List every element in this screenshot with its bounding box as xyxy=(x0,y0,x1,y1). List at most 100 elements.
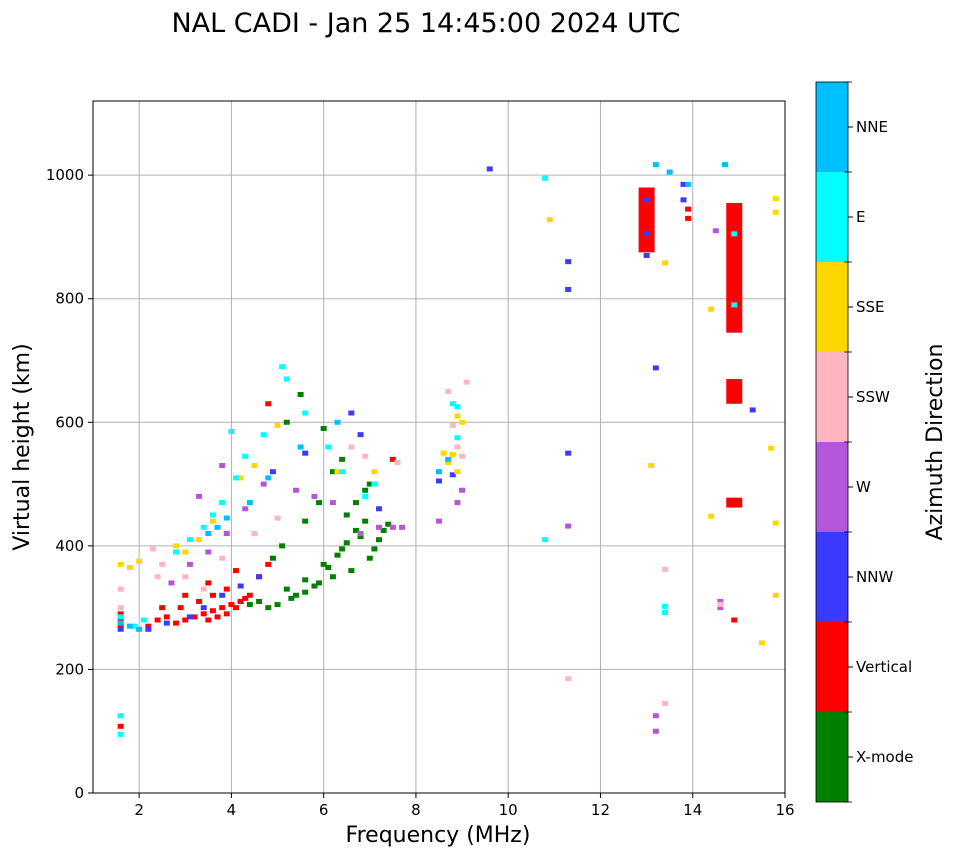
echo-point-w xyxy=(329,500,336,506)
echo-point-sse xyxy=(182,549,189,555)
echo-point-x-mode xyxy=(302,518,309,524)
echo-point-w xyxy=(168,580,175,586)
echo-point-nne xyxy=(334,419,341,425)
echo-point-e xyxy=(131,623,138,629)
echo-point-x-mode xyxy=(283,419,290,425)
echo-point-e xyxy=(362,493,369,499)
x-tick-label: 6 xyxy=(319,801,329,819)
echo-point-nnw xyxy=(680,197,687,203)
echo-point-e xyxy=(279,364,286,370)
echo-point-x-mode xyxy=(316,500,323,506)
echo-point-sse xyxy=(648,463,655,469)
echo-point-nnw xyxy=(643,197,650,203)
echo-point-vertical xyxy=(228,602,235,608)
echo-point-x-mode xyxy=(325,564,332,570)
echo-point-nnw xyxy=(749,407,756,413)
echo-point-nnw xyxy=(565,259,572,265)
echo-point-sse xyxy=(662,260,669,266)
echo-point-x-mode xyxy=(343,540,350,546)
echo-point-nnw xyxy=(163,620,170,626)
echo-point-sse xyxy=(772,196,779,202)
echo-point-vertical xyxy=(182,592,189,598)
echo-point-x-mode xyxy=(256,598,263,604)
echo-point-w xyxy=(652,728,659,734)
y-tick-label: 400 xyxy=(55,537,84,555)
echo-point-nnw xyxy=(117,626,124,632)
echo-point-x-mode xyxy=(339,456,346,462)
echo-point-vertical xyxy=(196,598,203,604)
echo-point-sse xyxy=(445,459,452,465)
echo-point-w xyxy=(311,493,318,499)
data-points xyxy=(117,162,779,737)
x-tick-label: 2 xyxy=(134,801,144,819)
y-axis-label: Virtual height (km) xyxy=(10,343,35,550)
echo-point-vertical xyxy=(163,614,170,620)
echo-point-sse xyxy=(251,463,258,469)
echo-point-ssw xyxy=(182,574,189,580)
echo-band-vertical-band xyxy=(726,379,743,404)
echo-point-w xyxy=(260,481,267,487)
echo-point-w xyxy=(219,463,226,469)
echo-point-vertical xyxy=(177,605,184,611)
echo-point-w xyxy=(399,524,406,530)
azimuth-colorbar: X-mode Vertical NNW W SSW SSE E NNE xyxy=(815,81,913,803)
echo-point-w xyxy=(389,524,396,530)
echo-point-vertical xyxy=(159,605,166,611)
plot-frame xyxy=(92,100,786,794)
echo-point-e xyxy=(454,404,461,410)
echo-point-ssw xyxy=(219,555,226,561)
echo-point-sse xyxy=(708,306,715,312)
echo-point-nne xyxy=(126,623,133,629)
echo-point-nnw xyxy=(486,166,493,172)
echo-point-ssw xyxy=(662,700,669,706)
echo-point-x-mode xyxy=(283,586,290,592)
echo-point-e xyxy=(339,469,346,475)
colorbar-segment-nnw xyxy=(816,532,848,622)
x-tick-label: 12 xyxy=(591,801,610,819)
colorbar-tick-label: NNW xyxy=(856,568,893,586)
echo-point-vertical xyxy=(233,605,240,611)
echo-point-vertical xyxy=(685,215,692,221)
echo-point-w xyxy=(717,598,724,604)
echo-point-ssw xyxy=(449,422,456,428)
echo-point-sse xyxy=(440,450,447,456)
echo-point-nne xyxy=(652,162,659,168)
echo-point-e xyxy=(200,524,207,530)
echo-point-w xyxy=(565,523,572,529)
echo-point-vertical xyxy=(237,598,244,604)
echo-point-vertical xyxy=(200,611,207,617)
echo-point-e xyxy=(233,475,240,481)
echo-point-w xyxy=(357,531,364,536)
echo-point-ssw xyxy=(348,444,355,450)
echo-point-vertical xyxy=(223,586,230,592)
echo-point-x-mode xyxy=(362,518,369,524)
echo-point-nne xyxy=(445,456,452,462)
echo-point-sse xyxy=(454,469,461,475)
echo-point-nnw xyxy=(643,231,650,237)
echo-point-vertical xyxy=(205,617,212,623)
echo-point-sse xyxy=(454,413,461,419)
x-tick-label: 4 xyxy=(227,801,237,819)
echo-point-x-mode xyxy=(371,546,378,552)
echo-point-sse xyxy=(209,518,216,524)
echo-point-nnw xyxy=(565,450,572,456)
echo-point-e xyxy=(242,453,249,459)
echo-point-ssw xyxy=(154,574,161,580)
echo-point-ssw xyxy=(200,586,207,592)
y-axis-ticks: 0 200 400 600 800 1000 xyxy=(46,166,93,802)
echo-point-x-mode xyxy=(343,512,350,518)
echo-point-ssw xyxy=(662,566,669,572)
echo-point-nne xyxy=(136,626,143,632)
echo-band-vertical-band xyxy=(726,202,743,333)
echo-point-x-mode xyxy=(334,552,341,558)
echo-point-e xyxy=(542,537,549,543)
echo-point-nnw xyxy=(357,432,364,438)
y-tick-label: 1000 xyxy=(46,166,84,184)
y-tick-label: 800 xyxy=(55,290,84,308)
echo-point-x-mode xyxy=(302,577,309,583)
echo-point-x-mode xyxy=(246,602,253,608)
echo-point-ssw xyxy=(459,453,466,459)
echo-point-sse xyxy=(768,445,775,451)
echo-point-nne xyxy=(214,524,221,530)
echo-point-w xyxy=(186,561,193,567)
